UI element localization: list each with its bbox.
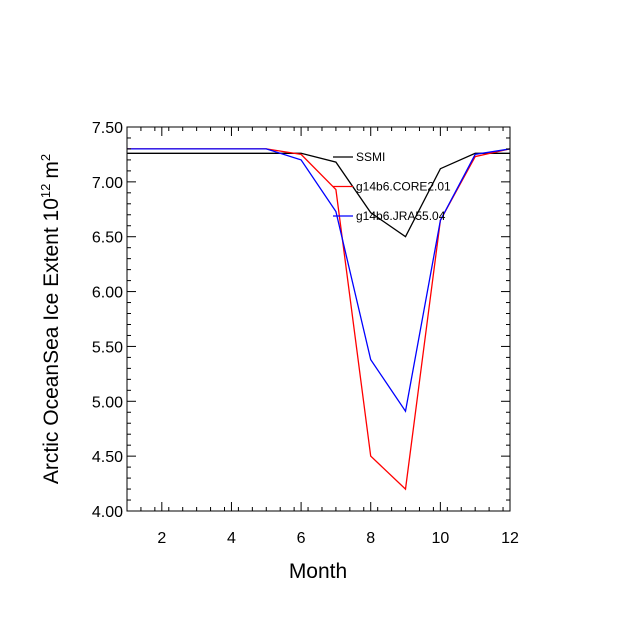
x-tick-label: 10 <box>431 530 449 547</box>
x-tick-label: 2 <box>157 530 166 547</box>
y-axis-title: Arctic OceanSea Ice Extent 1012 m2 <box>38 154 63 484</box>
x-tick-label: 12 <box>501 530 519 547</box>
x-tick-label: 4 <box>227 530 236 547</box>
y-axis-title-main: Arctic OceanSea Ice Extent 10 <box>40 198 63 484</box>
series-layer <box>127 148 511 491</box>
y-axis-title-unit: m <box>40 161 63 179</box>
legend-label: g14b6.CORE2.01 <box>356 180 451 194</box>
legend: SSMI g14b6.CORE2.01 g14b6.JRA55.04 <box>333 150 451 223</box>
y-tick-label: 6.50 <box>92 230 123 247</box>
y-tick-label: 7.50 <box>92 120 123 137</box>
x-tick-label: 6 <box>297 530 306 547</box>
legend-label: SSMI <box>356 150 385 164</box>
series-line-g14b6.JRA55.04 <box>127 148 511 413</box>
y-axis-title-exponent: 12 <box>38 184 53 198</box>
x-tick-label: 8 <box>366 530 375 547</box>
y-tick-label: 4.50 <box>92 449 123 466</box>
y-tick-label: 5.50 <box>92 339 123 356</box>
series-line-SSMI <box>127 152 510 238</box>
legend-label: g14b6.JRA55.04 <box>356 209 446 223</box>
y-tick-label: 6.00 <box>92 285 123 302</box>
y-tick-label: 7.00 <box>92 175 123 192</box>
series-line-g14b6.CORE2.01 <box>127 148 511 491</box>
y-axis-title-unit-exponent: 2 <box>38 154 53 161</box>
y-tick-label: 5.00 <box>92 394 123 411</box>
tick-layer: 2 4 6 8 10 12 4.00 4.50 5.00 5.50 6.00 6.50 7.00 7.50 <box>92 120 519 547</box>
x-axis-title: Month <box>289 560 347 583</box>
plot-frame <box>126 126 511 512</box>
y-tick-label: 4.00 <box>92 504 123 521</box>
